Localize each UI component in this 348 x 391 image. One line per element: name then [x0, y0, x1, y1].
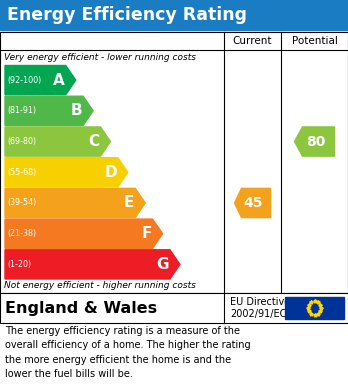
Text: Very energy efficient - lower running costs: Very energy efficient - lower running co… — [4, 52, 196, 61]
Bar — [0, 0, 348, 30]
Bar — [285, 297, 344, 319]
Text: D: D — [104, 165, 117, 180]
Text: Not energy efficient - higher running costs: Not energy efficient - higher running co… — [4, 282, 196, 291]
Text: G: G — [156, 257, 169, 272]
Polygon shape — [5, 66, 76, 95]
Text: (69-80): (69-80) — [7, 137, 36, 146]
Polygon shape — [5, 188, 145, 217]
Polygon shape — [5, 250, 180, 279]
Polygon shape — [235, 188, 270, 217]
Text: C: C — [88, 134, 100, 149]
Text: (1-20): (1-20) — [7, 260, 31, 269]
Polygon shape — [5, 158, 128, 187]
Text: (92-100): (92-100) — [7, 75, 41, 84]
Text: (39-54): (39-54) — [7, 199, 36, 208]
Text: B: B — [71, 103, 82, 118]
Text: A: A — [53, 73, 65, 88]
Polygon shape — [5, 127, 110, 156]
Bar — [0, 293, 348, 323]
Polygon shape — [5, 96, 93, 126]
Text: 45: 45 — [244, 196, 263, 210]
Polygon shape — [5, 219, 163, 248]
Text: Energy Efficiency Rating: Energy Efficiency Rating — [7, 6, 247, 24]
Polygon shape — [294, 127, 334, 156]
Text: 80: 80 — [306, 135, 325, 149]
Text: F: F — [141, 226, 152, 241]
Text: Current: Current — [233, 36, 272, 46]
Text: (21-38): (21-38) — [7, 229, 36, 238]
Text: (81-91): (81-91) — [7, 106, 36, 115]
Text: Potential: Potential — [292, 36, 338, 46]
Text: The energy efficiency rating is a measure of the
overall efficiency of a home. T: The energy efficiency rating is a measur… — [5, 326, 251, 379]
Bar — [0, 32, 348, 293]
Text: (55-68): (55-68) — [7, 168, 36, 177]
Text: England & Wales: England & Wales — [5, 301, 157, 316]
Text: EU Directive
2002/91/EC: EU Directive 2002/91/EC — [230, 297, 290, 319]
Text: E: E — [124, 196, 134, 210]
